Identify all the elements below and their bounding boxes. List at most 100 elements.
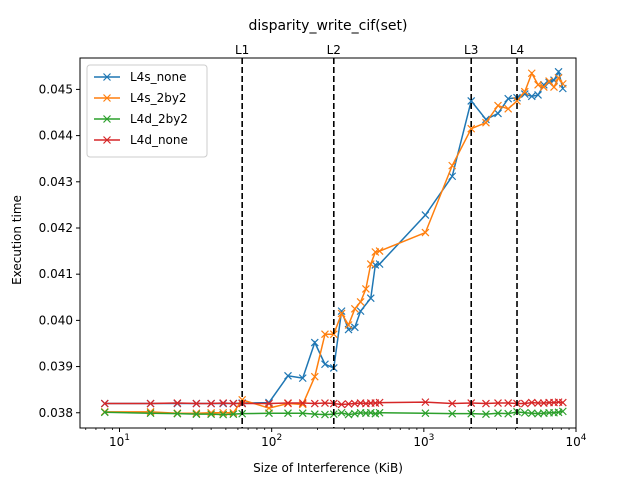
data-point — [482, 399, 490, 408]
data-point — [229, 399, 238, 408]
data-point — [146, 407, 155, 416]
data-point — [344, 321, 353, 329]
data-point — [284, 399, 292, 407]
legend-label: L4s_none — [130, 70, 187, 84]
vline-label: L3 — [464, 43, 478, 57]
data-point — [310, 410, 319, 419]
data-point — [265, 399, 273, 408]
data-point — [467, 97, 476, 105]
x-tick-label: 103 — [413, 433, 434, 449]
data-point — [350, 304, 359, 313]
y-axis-label: Execution time — [10, 195, 24, 285]
series-L4d_none — [100, 398, 567, 409]
y-tick-label: 0.040 — [39, 313, 73, 327]
data-point — [554, 67, 563, 76]
data-point — [482, 118, 490, 127]
data-point — [467, 124, 476, 133]
data-point — [146, 399, 155, 408]
data-point — [219, 399, 228, 407]
data-point — [504, 399, 513, 407]
data-point — [448, 399, 457, 408]
data-point — [375, 260, 384, 268]
series-L4d_2by2 — [100, 407, 567, 419]
data-point — [448, 172, 457, 181]
data-point — [192, 399, 201, 408]
data-point — [344, 410, 353, 419]
legend-label: L4s_2by2 — [130, 91, 187, 105]
vline-label: L2 — [327, 43, 341, 57]
data-point — [550, 83, 558, 92]
data-point — [520, 408, 529, 417]
data-point — [421, 211, 430, 219]
data-point — [527, 92, 536, 101]
data-point — [375, 398, 384, 407]
data-point — [146, 409, 155, 418]
data-point — [448, 409, 457, 418]
data-point — [298, 374, 307, 383]
data-point — [527, 69, 536, 78]
data-point — [337, 309, 346, 318]
data-point — [558, 398, 567, 407]
data-point — [321, 399, 329, 407]
legend-marker — [103, 73, 111, 81]
data-point — [534, 399, 542, 407]
data-point — [350, 323, 359, 332]
legend-marker — [103, 115, 111, 123]
data-point — [321, 410, 329, 419]
x-tick-label: 104 — [565, 433, 586, 449]
legend-item: L4s_2by2 — [94, 91, 187, 105]
data-point — [554, 73, 563, 82]
data-point — [207, 408, 216, 417]
data-point — [207, 410, 216, 419]
data-point — [284, 371, 292, 380]
data-point — [534, 91, 542, 99]
data-point — [494, 399, 502, 407]
series-L4s_2by2 — [100, 69, 567, 418]
data-point — [321, 330, 329, 339]
data-point — [448, 161, 457, 170]
data-point — [229, 410, 238, 419]
data-point — [265, 398, 273, 407]
x-axis-label: Size of Interference (KiB) — [253, 461, 403, 475]
y-tick-label: 0.042 — [39, 221, 73, 235]
data-point — [421, 409, 430, 418]
plot-area: L1 L2 L3 L4 101 102 103 104 0.0380.0390.0400.0… — [39, 43, 587, 449]
legend: L4s_none L4s_2by2 L4d_2by2 L4d_none — [86, 64, 208, 158]
data-point — [298, 399, 307, 407]
legend-item: L4d_none — [94, 133, 188, 147]
data-point — [192, 410, 201, 419]
series-layer — [100, 67, 567, 419]
legend-marker — [103, 136, 111, 144]
vline-label: L4 — [510, 43, 524, 57]
data-point — [298, 400, 307, 409]
data-point — [545, 77, 554, 86]
data-point — [192, 409, 201, 418]
legend-label: L4d_2by2 — [130, 112, 188, 126]
legend-label: L4d_none — [130, 133, 188, 147]
data-point — [219, 410, 228, 419]
data-point — [520, 87, 529, 96]
data-point — [527, 409, 536, 418]
data-point — [520, 399, 529, 408]
data-point — [366, 294, 375, 303]
plot-frame — [79, 57, 577, 429]
y-tick-label: 0.045 — [39, 82, 73, 96]
legend-item: L4d_2by2 — [94, 112, 188, 126]
data-point — [100, 399, 109, 408]
x-tick-label: 102 — [261, 433, 282, 449]
y-axis: 0.038 0.039 0.040 0.041 0.042 0.043 0.044 0.045 — [39, 82, 80, 420]
data-point — [329, 330, 338, 339]
data-point — [539, 80, 548, 89]
data-point — [375, 247, 384, 256]
legend-box — [86, 64, 208, 158]
data-point — [284, 409, 292, 418]
data-point — [298, 409, 307, 418]
data-point — [310, 399, 319, 408]
data-point — [337, 408, 346, 417]
data-point — [310, 338, 319, 347]
data-point — [375, 408, 384, 417]
data-point — [504, 104, 513, 113]
data-point — [494, 101, 502, 110]
data-point — [265, 409, 273, 418]
